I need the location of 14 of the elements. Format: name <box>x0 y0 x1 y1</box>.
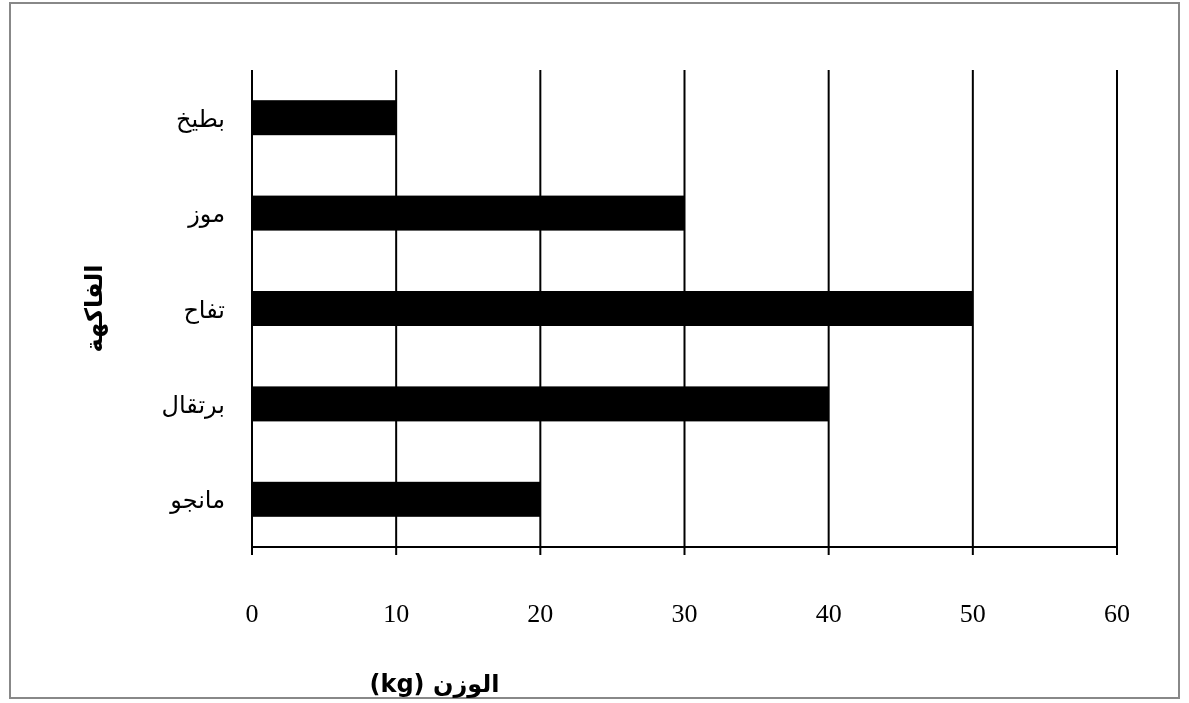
y-tick-label: موز <box>187 200 225 229</box>
y-tick-label: تفاح <box>183 295 225 324</box>
x-tick-label: 20 <box>527 599 554 628</box>
y-tick-label: برتقال <box>161 390 225 419</box>
x-axis-title: الوزن (kg) <box>369 670 500 698</box>
x-tick-label: 30 <box>671 599 698 628</box>
x-tick-label: 60 <box>1104 599 1130 628</box>
x-tick-label: 50 <box>959 599 986 628</box>
y-tick-label: بطيخ <box>175 104 225 133</box>
x-tick-label: 40 <box>815 599 842 628</box>
x-tick-label: 0 <box>245 599 259 628</box>
y-axis-title: الفاكهة <box>80 264 108 353</box>
x-tick-label: 10 <box>383 599 410 628</box>
y-tick-label: مانجو <box>169 486 225 515</box>
